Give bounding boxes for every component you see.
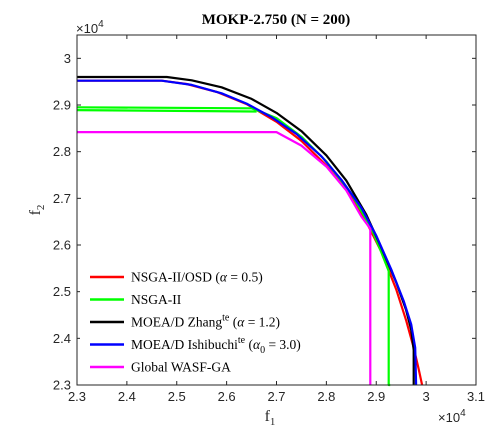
x-tick-label: 2.5 (168, 389, 186, 404)
x-tick-label: 2.6 (218, 389, 236, 404)
legend-label-3: MOEA/D Ishibuchite (α0 = 3.0) (131, 335, 301, 356)
x-tick-label: 2.4 (118, 389, 136, 404)
x-tick-label: 2.3 (68, 389, 86, 404)
series-line-4 (77, 131, 372, 385)
x-tick-label: 2.7 (267, 389, 285, 404)
y-tick-label: 2.4 (53, 331, 71, 346)
legend: NSGA-II/OSD (α = 0.5) NSGA-II MOEA/D Zhang… (80, 261, 346, 380)
y-tick-label: 2.3 (53, 378, 71, 393)
legend-label-1: NSGA-II (131, 292, 182, 307)
y-axis-label: f2 (27, 205, 47, 216)
x-tick-label: 2.9 (367, 389, 385, 404)
y-multiplier: ×104 (76, 19, 104, 36)
y-tick-label: 2.7 (53, 191, 71, 206)
series-line-1-branch (76, 109, 257, 113)
series-layer (76, 75, 424, 387)
y-tick-label: 3 (64, 51, 71, 66)
legend-label-4: Global WASF-GA (131, 360, 231, 375)
y-tick-label: 2.5 (53, 284, 71, 299)
legend-box (80, 261, 346, 380)
series-line-3 (77, 79, 418, 386)
x-tick-label: 2.8 (317, 389, 335, 404)
chart-title: MOKP-2.750 (N = 200) (202, 12, 351, 28)
y-tick-label: 2.6 (53, 238, 71, 253)
x-axis-label: f1 (265, 408, 276, 428)
legend-label-0: NSGA-II/OSD (α = 0.5) (131, 270, 263, 285)
x-multiplier: ×104 (438, 408, 466, 425)
y-tick-label: 2.9 (53, 98, 71, 113)
y-tick-label: 2.8 (53, 144, 71, 159)
x-tick-label: 3.1 (467, 389, 485, 404)
axes-layer: 2.3 2.4 2.5 2.6 2.7 2.8 2.9 3 3.1 2.3 2.4 2.5 2.6 2.7… (53, 34, 485, 404)
x-tick-label: 3 (423, 389, 430, 404)
legend-label-2: MOEA/D Zhangte (α = 1.2) (131, 313, 280, 330)
